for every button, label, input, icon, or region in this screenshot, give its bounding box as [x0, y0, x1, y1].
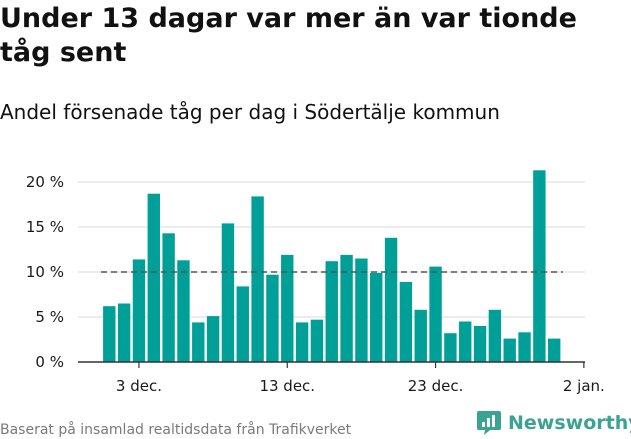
brand-logo: Newsworthy [476, 408, 631, 438]
bar [221, 223, 235, 362]
y-tick-label: 20 % [26, 173, 64, 191]
bar [206, 316, 220, 362]
x-tick-label: 13 dec. [259, 377, 315, 395]
bar [103, 306, 116, 362]
source-note: Baserat på insamlad realtidsdata från Tr… [0, 422, 352, 438]
bar [310, 319, 324, 362]
bar-chart: 0 % 5 % 10 % 15 % 20 % 3 dec. 13 dec. 23 dec. 2… [26, 170, 605, 395]
bar [473, 326, 487, 362]
bar [251, 196, 264, 362]
bar [518, 332, 531, 362]
bar [355, 258, 368, 362]
bar [414, 309, 427, 362]
bar [370, 272, 383, 362]
bar [325, 261, 338, 362]
x-axis-ticks: 3 dec. 13 dec. 23 dec. 2 jan. [116, 362, 605, 395]
y-tick-label: 15 % [26, 218, 64, 236]
bar [236, 286, 249, 362]
bar [192, 322, 205, 362]
bar [533, 170, 546, 362]
bar [162, 233, 175, 362]
bar [295, 322, 309, 362]
bar [266, 274, 279, 362]
y-tick-label: 5 % [35, 308, 64, 326]
bar [117, 303, 131, 362]
bar [281, 254, 294, 362]
y-axis-ticks: 0 % 5 % 10 % 15 % 20 % [26, 173, 64, 371]
bar [488, 309, 502, 362]
x-tick-label: 2 jan. [563, 377, 605, 395]
bar [177, 260, 190, 362]
brand-name: Newsworthy [508, 412, 631, 434]
bars [103, 170, 561, 362]
bar [340, 254, 353, 362]
bar [503, 338, 516, 362]
x-tick-label: 3 dec. [116, 377, 162, 395]
x-tick-label: 23 dec. [408, 377, 464, 395]
bar [444, 333, 457, 362]
chart-title: Under 13 dagar var mer än var tionde tåg… [0, 3, 577, 68]
bar [384, 237, 398, 362]
y-tick-label: 10 % [26, 263, 64, 281]
newsworthy-logo-icon [477, 411, 501, 435]
bar [147, 193, 160, 362]
y-tick-label: 0 % [35, 353, 64, 371]
chart-subtitle: Andel försenade tåg per dag i Södertälje… [0, 100, 500, 124]
bar [459, 321, 472, 362]
bar [429, 266, 442, 362]
bar [548, 338, 561, 362]
bar [132, 259, 146, 362]
bar [399, 281, 413, 362]
